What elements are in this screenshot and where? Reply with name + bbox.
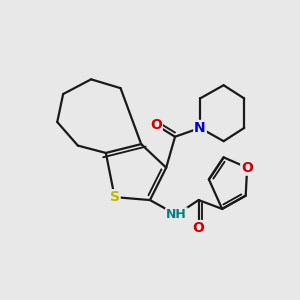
Text: O: O <box>241 161 253 175</box>
Text: NH: NH <box>166 208 187 221</box>
Text: O: O <box>193 221 205 235</box>
Text: S: S <box>110 190 120 204</box>
Text: N: N <box>194 121 206 135</box>
Text: O: O <box>150 118 162 132</box>
